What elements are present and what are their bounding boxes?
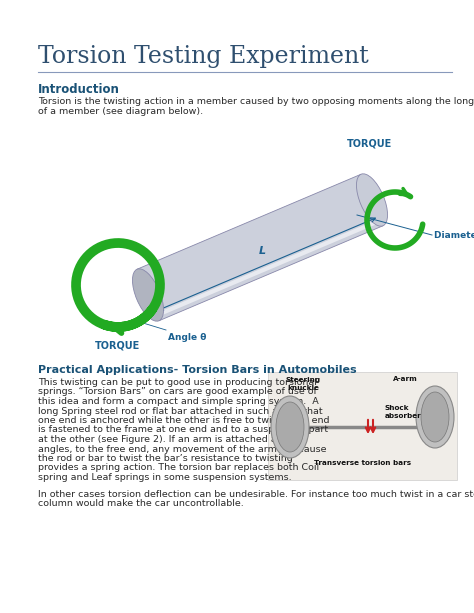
Text: A-arm: A-arm: [393, 376, 418, 382]
Text: This twisting can be put to good use in producing torsional: This twisting can be put to good use in …: [38, 378, 317, 387]
Text: Transverse torsion bars: Transverse torsion bars: [314, 460, 411, 466]
Text: angles, to the free end, any movement of the arm will cause: angles, to the free end, any movement of…: [38, 444, 327, 454]
Text: knuckle: knuckle: [287, 385, 319, 391]
Text: Angle θ: Angle θ: [168, 333, 206, 342]
FancyBboxPatch shape: [268, 372, 457, 480]
Text: at the other (see Figure 2). If an arm is attached at right: at the other (see Figure 2). If an arm i…: [38, 435, 306, 444]
Text: this idea and form a compact and simple spring system.  A: this idea and form a compact and simple …: [38, 397, 319, 406]
Ellipse shape: [356, 174, 388, 226]
Text: provides a spring action. The torsion bar replaces both Coil: provides a spring action. The torsion ba…: [38, 463, 319, 473]
Ellipse shape: [132, 268, 164, 321]
Text: L: L: [258, 246, 265, 256]
Text: spring and Leaf springs in some suspension systems.: spring and Leaf springs in some suspensi…: [38, 473, 292, 482]
Text: Steering: Steering: [285, 377, 320, 383]
Text: is fastened to the frame at one end and to a suspension part: is fastened to the frame at one end and …: [38, 425, 328, 435]
Text: In other cases torsion deflection can be undesirable. For instance too much twis: In other cases torsion deflection can be…: [38, 490, 474, 499]
Text: absorber: absorber: [385, 413, 422, 419]
Text: long Spring steel rod or flat bar attached in such a way that: long Spring steel rod or flat bar attach…: [38, 406, 323, 416]
Text: springs. “Torsion Bars” on cars are good example of use of: springs. “Torsion Bars” on cars are good…: [38, 387, 317, 397]
Text: column would make the car uncontrollable.: column would make the car uncontrollable…: [38, 500, 244, 509]
Text: one end is anchored while the other is free to twist.  One end: one end is anchored while the other is f…: [38, 416, 329, 425]
Text: Diameter D: Diameter D: [434, 230, 474, 240]
Polygon shape: [137, 174, 383, 321]
Text: Practical Applications- Torsion Bars in Automobiles: Practical Applications- Torsion Bars in …: [38, 365, 356, 375]
Text: the rod or bar to twist the bar’s resistance to twisting: the rod or bar to twist the bar’s resist…: [38, 454, 293, 463]
Ellipse shape: [276, 402, 304, 452]
Ellipse shape: [416, 386, 454, 448]
Ellipse shape: [421, 392, 449, 442]
Text: Shock: Shock: [385, 405, 410, 411]
Text: Torsion is the twisting action in a member caused by two opposing moments along : Torsion is the twisting action in a memb…: [38, 97, 474, 106]
Ellipse shape: [271, 396, 309, 458]
Text: TORQUE: TORQUE: [347, 138, 392, 148]
Text: Introduction: Introduction: [38, 83, 120, 96]
Text: TORQUE: TORQUE: [95, 340, 141, 350]
Text: of a member (see diagram below).: of a member (see diagram below).: [38, 107, 203, 115]
Text: Torsion Testing Experiment: Torsion Testing Experiment: [38, 45, 369, 68]
